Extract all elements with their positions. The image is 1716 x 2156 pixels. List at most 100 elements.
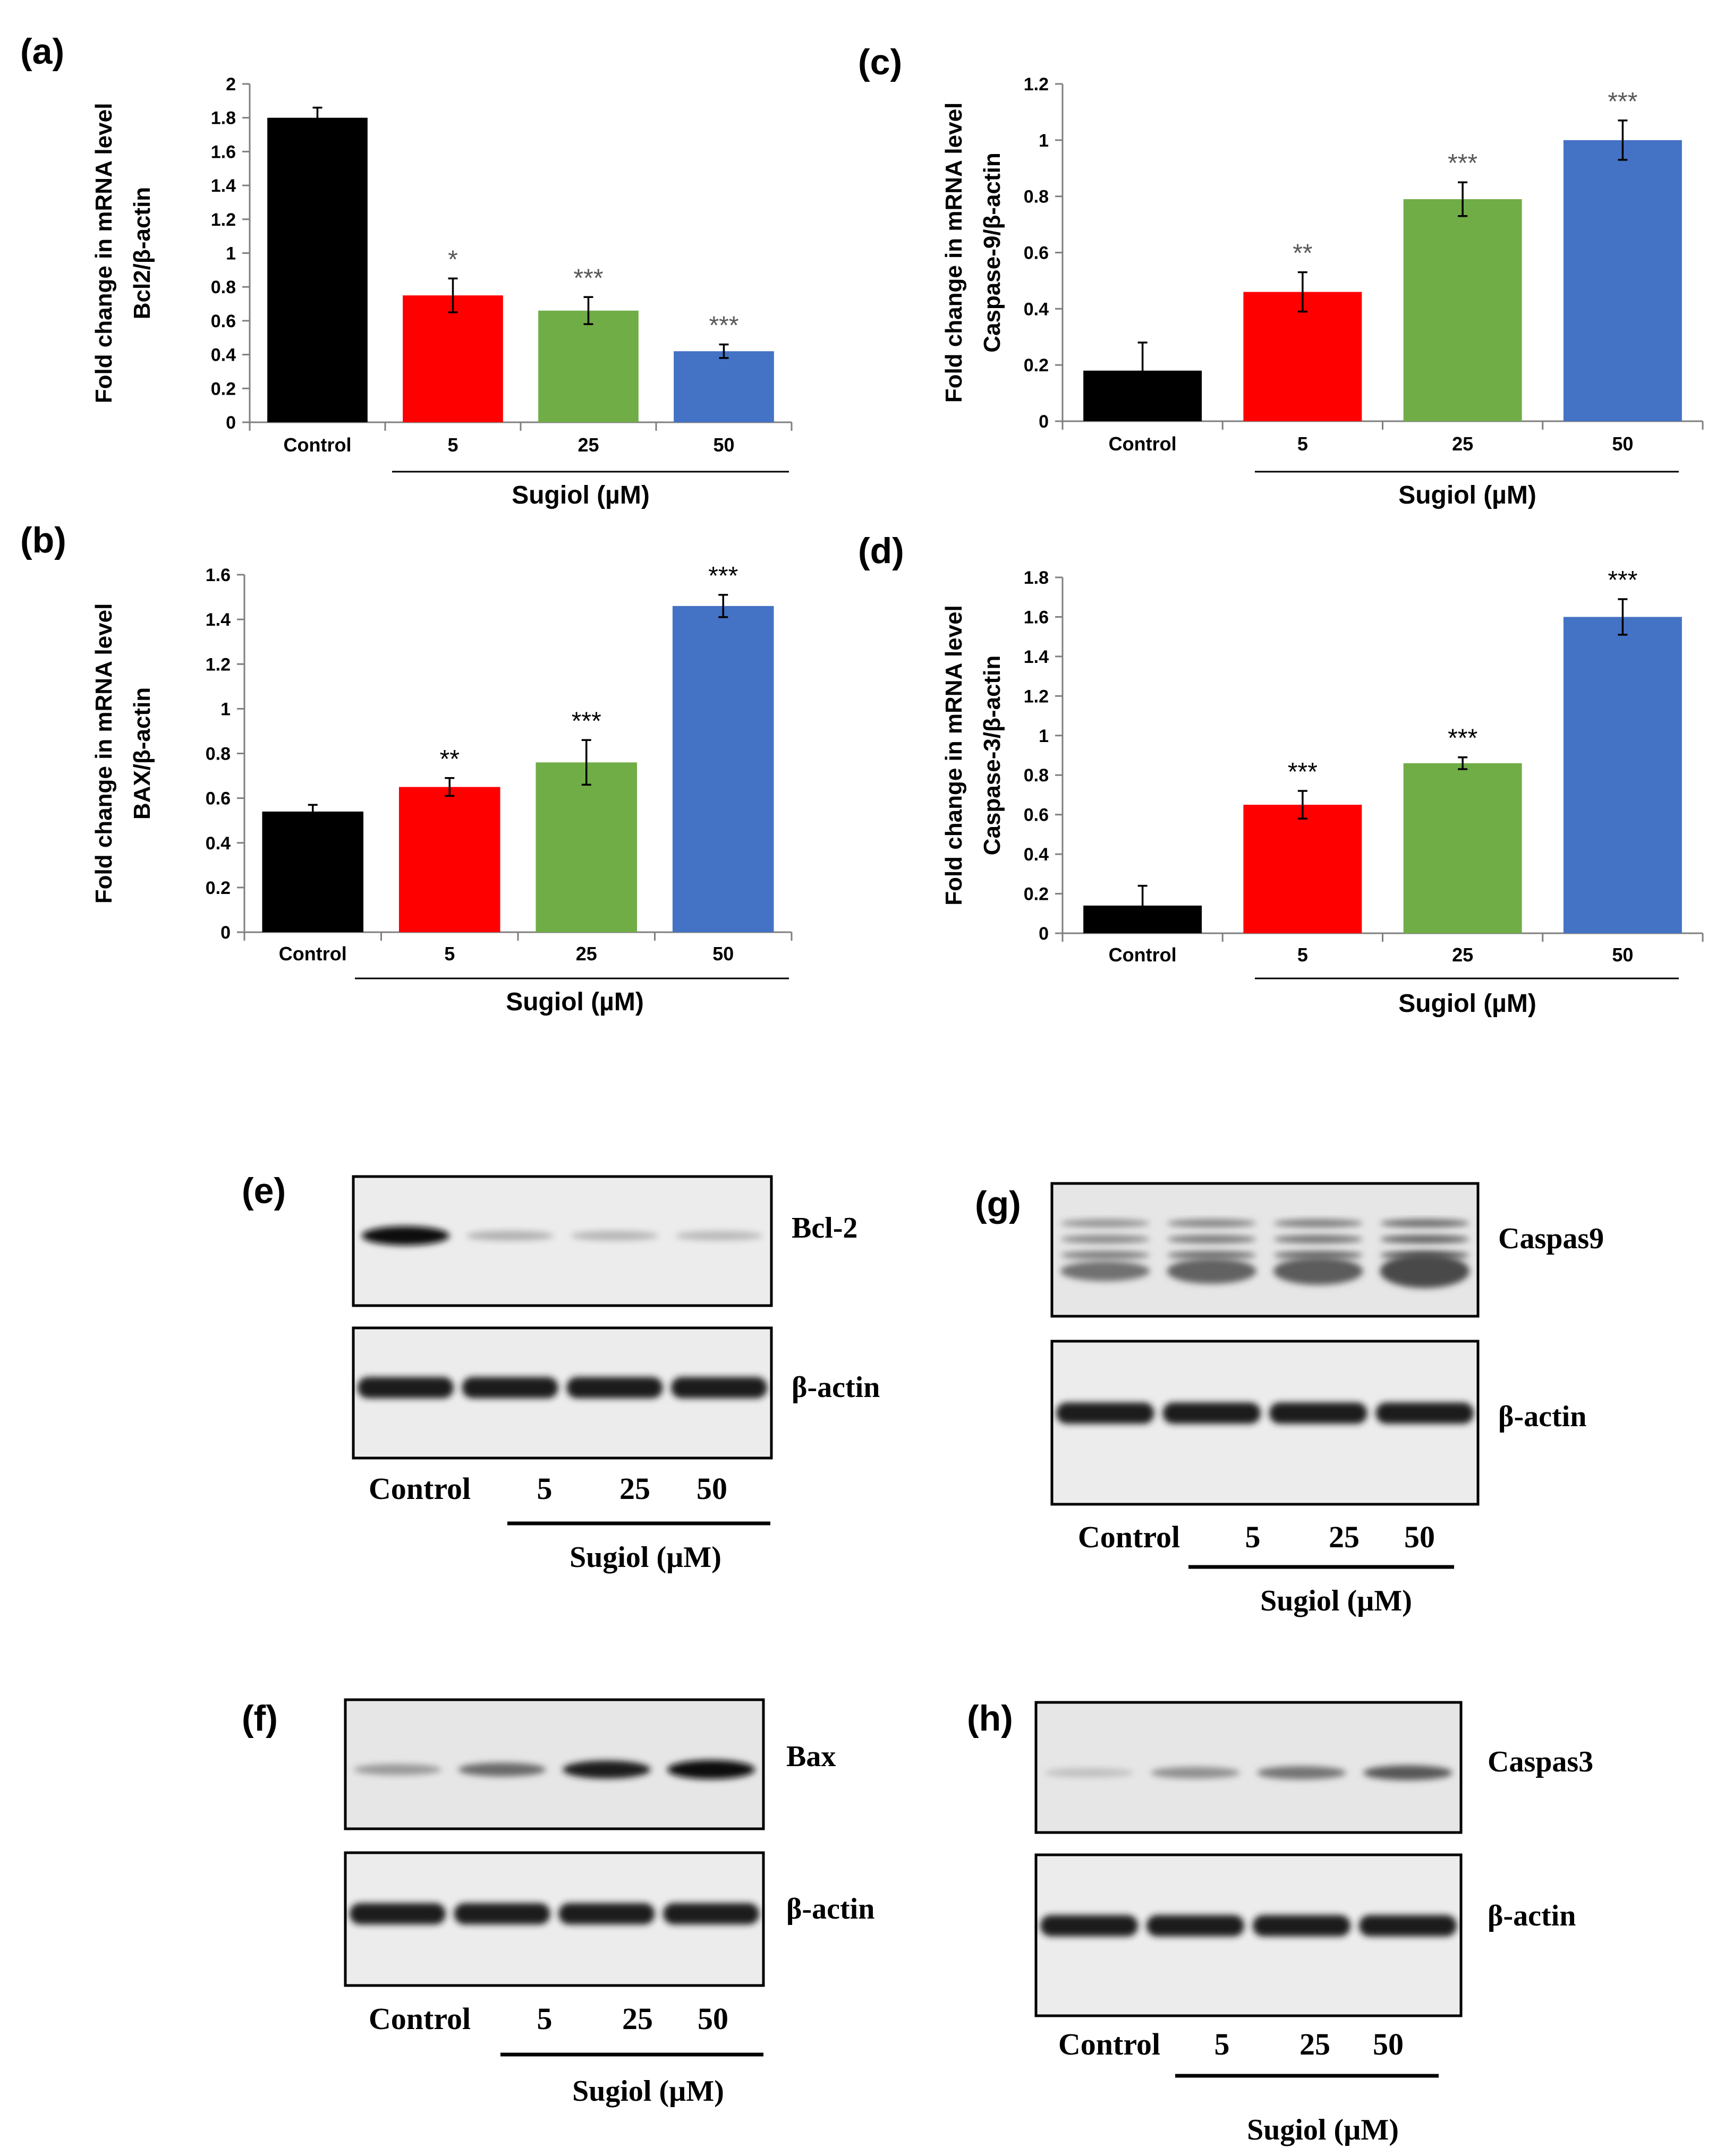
x-category-label: 25: [1452, 944, 1473, 966]
y-axis-label: BAX/β-actin: [129, 687, 155, 820]
y-tick-label: 1.2: [211, 210, 236, 230]
y-tick-label: 0.4: [1024, 299, 1049, 319]
x-category-label: 50: [1612, 433, 1633, 455]
panel-label: (g): [975, 1184, 1021, 1224]
treatment-title: Sugiol (µM): [572, 2075, 724, 2108]
protein-band: [667, 1760, 755, 1779]
y-tick-label: 1: [226, 244, 236, 264]
x-axis-title: Sugiol (µM): [506, 988, 644, 1016]
y-tick-label: 1.6: [1024, 607, 1049, 627]
significance-stars: ***: [708, 562, 738, 590]
target-protein-label: Bcl-2: [792, 1212, 857, 1245]
lane-label: 25: [619, 1471, 650, 1506]
bar-Control: [262, 811, 364, 932]
treatment-title: Sugiol (µM): [570, 1541, 721, 1574]
y-tick-label: 0: [1039, 924, 1049, 944]
protein-band: [1044, 1768, 1134, 1777]
beta-actin-band: [1375, 1402, 1474, 1424]
y-tick-label: 1.6: [206, 565, 231, 585]
protein-band: [1380, 1235, 1469, 1243]
loading-control-label: β-actin: [1498, 1400, 1586, 1433]
lane-label: 25: [622, 2001, 653, 2036]
blot-panel-f: (f) Bax β-actin Control 5 25 50 Sugiol (µM): [242, 1698, 874, 2108]
lane-label: 5: [1245, 1520, 1261, 1554]
x-category-label: 25: [576, 943, 597, 965]
protein-band: [1167, 1219, 1256, 1228]
protein-band: [458, 1762, 546, 1777]
protein-band: [1380, 1219, 1469, 1228]
chart-panel-c: (c) 0 0.2 0.4 0.6 0.8 1 1.2 Control ** 5 *** 25 *** 50…: [858, 42, 1704, 509]
y-tick-label: 0.4: [206, 833, 231, 854]
bar-50: [1563, 140, 1682, 421]
y-tick-label: 0: [1039, 412, 1049, 432]
protein-band: [1380, 1254, 1469, 1288]
y-axis-label: Fold change in mRNA level: [941, 103, 967, 403]
beta-actin-band: [1162, 1402, 1261, 1424]
y-tick-label: 0.6: [1024, 243, 1049, 263]
protein-band: [571, 1231, 659, 1241]
significance-stars: **: [1293, 240, 1312, 268]
y-tick-label: 0.2: [1024, 884, 1049, 905]
y-axis-label: Fold change in mRNA level: [941, 605, 967, 906]
y-tick-label: 1: [1039, 131, 1049, 151]
beta-actin-band: [462, 1377, 558, 1399]
protein-band: [361, 1226, 450, 1246]
loading-control-label: β-actin: [792, 1371, 880, 1404]
x-category-label: 25: [577, 434, 599, 456]
bar-5: [1243, 292, 1362, 421]
protein-band: [1060, 1235, 1150, 1243]
y-axis-label: Fold change in mRNA level: [91, 103, 117, 404]
bar-5: [398, 787, 500, 932]
x-category-label: 50: [713, 434, 734, 456]
x-category-label: Control: [279, 943, 347, 965]
beta-actin-band: [1359, 1915, 1457, 1937]
significance-stars: ***: [1608, 566, 1637, 594]
beta-actin-band: [1269, 1402, 1367, 1424]
x-category-label: Control: [1109, 433, 1177, 455]
lane-label: 5: [537, 2001, 553, 2036]
y-tick-label: 0.8: [206, 744, 231, 764]
y-tick-label: 0.6: [1024, 805, 1049, 825]
panel-label: (b): [20, 520, 66, 560]
protein-band: [1273, 1257, 1363, 1285]
bar-25: [1403, 763, 1522, 933]
y-tick-label: 0.4: [211, 345, 236, 365]
loading-control-label: β-actin: [786, 1893, 874, 1925]
protein-band: [1257, 1766, 1346, 1779]
bar-Control: [267, 117, 368, 422]
significance-stars: ***: [572, 707, 601, 735]
significance-stars: **: [440, 745, 460, 773]
bar-5: [403, 295, 503, 422]
lane-label: 50: [698, 2001, 728, 2036]
protein-band: [1060, 1251, 1150, 1259]
blot-panel-h: (h) Caspas3 β-actin Control 5 25 50 Sugiol (µM): [967, 1698, 1593, 2146]
x-category-label: Control: [284, 434, 352, 456]
lane-label: 25: [1299, 2027, 1330, 2061]
x-category-label: 5: [447, 434, 458, 456]
y-tick-label: 1.4: [211, 176, 236, 196]
beta-actin-band: [349, 1903, 446, 1924]
y-tick-label: 1.2: [206, 654, 231, 675]
x-axis-title: Sugiol (µM): [1398, 481, 1536, 509]
x-category-label: 25: [1452, 433, 1473, 455]
x-axis-title: Sugiol (µM): [1398, 990, 1536, 1018]
y-tick-label: 1.2: [1024, 686, 1049, 706]
chart-panel-b: (b) 0 0.2 0.4 0.6 0.8 1 1.2 1.4 1.6 Control ** 5 *** 2…: [20, 520, 793, 1016]
y-tick-label: 1.6: [211, 142, 236, 162]
y-tick-label: 1.2: [1024, 74, 1049, 95]
y-tick-label: 0.8: [1024, 187, 1049, 207]
target-protein-label: Caspas9: [1498, 1222, 1604, 1255]
lane-label: 25: [1329, 1520, 1360, 1554]
significance-stars: ***: [709, 311, 738, 339]
y-tick-label: 0.8: [211, 277, 236, 297]
significance-stars: ***: [1288, 758, 1318, 786]
y-tick-label: 0.2: [1024, 355, 1049, 376]
blot-panel-e: (e) Bcl-2 β-actin Control 5 25 50 Sugiol (µM): [242, 1171, 880, 1574]
protein-band: [1273, 1219, 1363, 1228]
bar-25: [536, 762, 638, 932]
beta-actin-band: [1040, 1915, 1138, 1937]
y-tick-label: 1.8: [211, 108, 236, 129]
y-tick-label: 0.2: [206, 878, 231, 898]
panel-label: (h): [967, 1698, 1013, 1739]
